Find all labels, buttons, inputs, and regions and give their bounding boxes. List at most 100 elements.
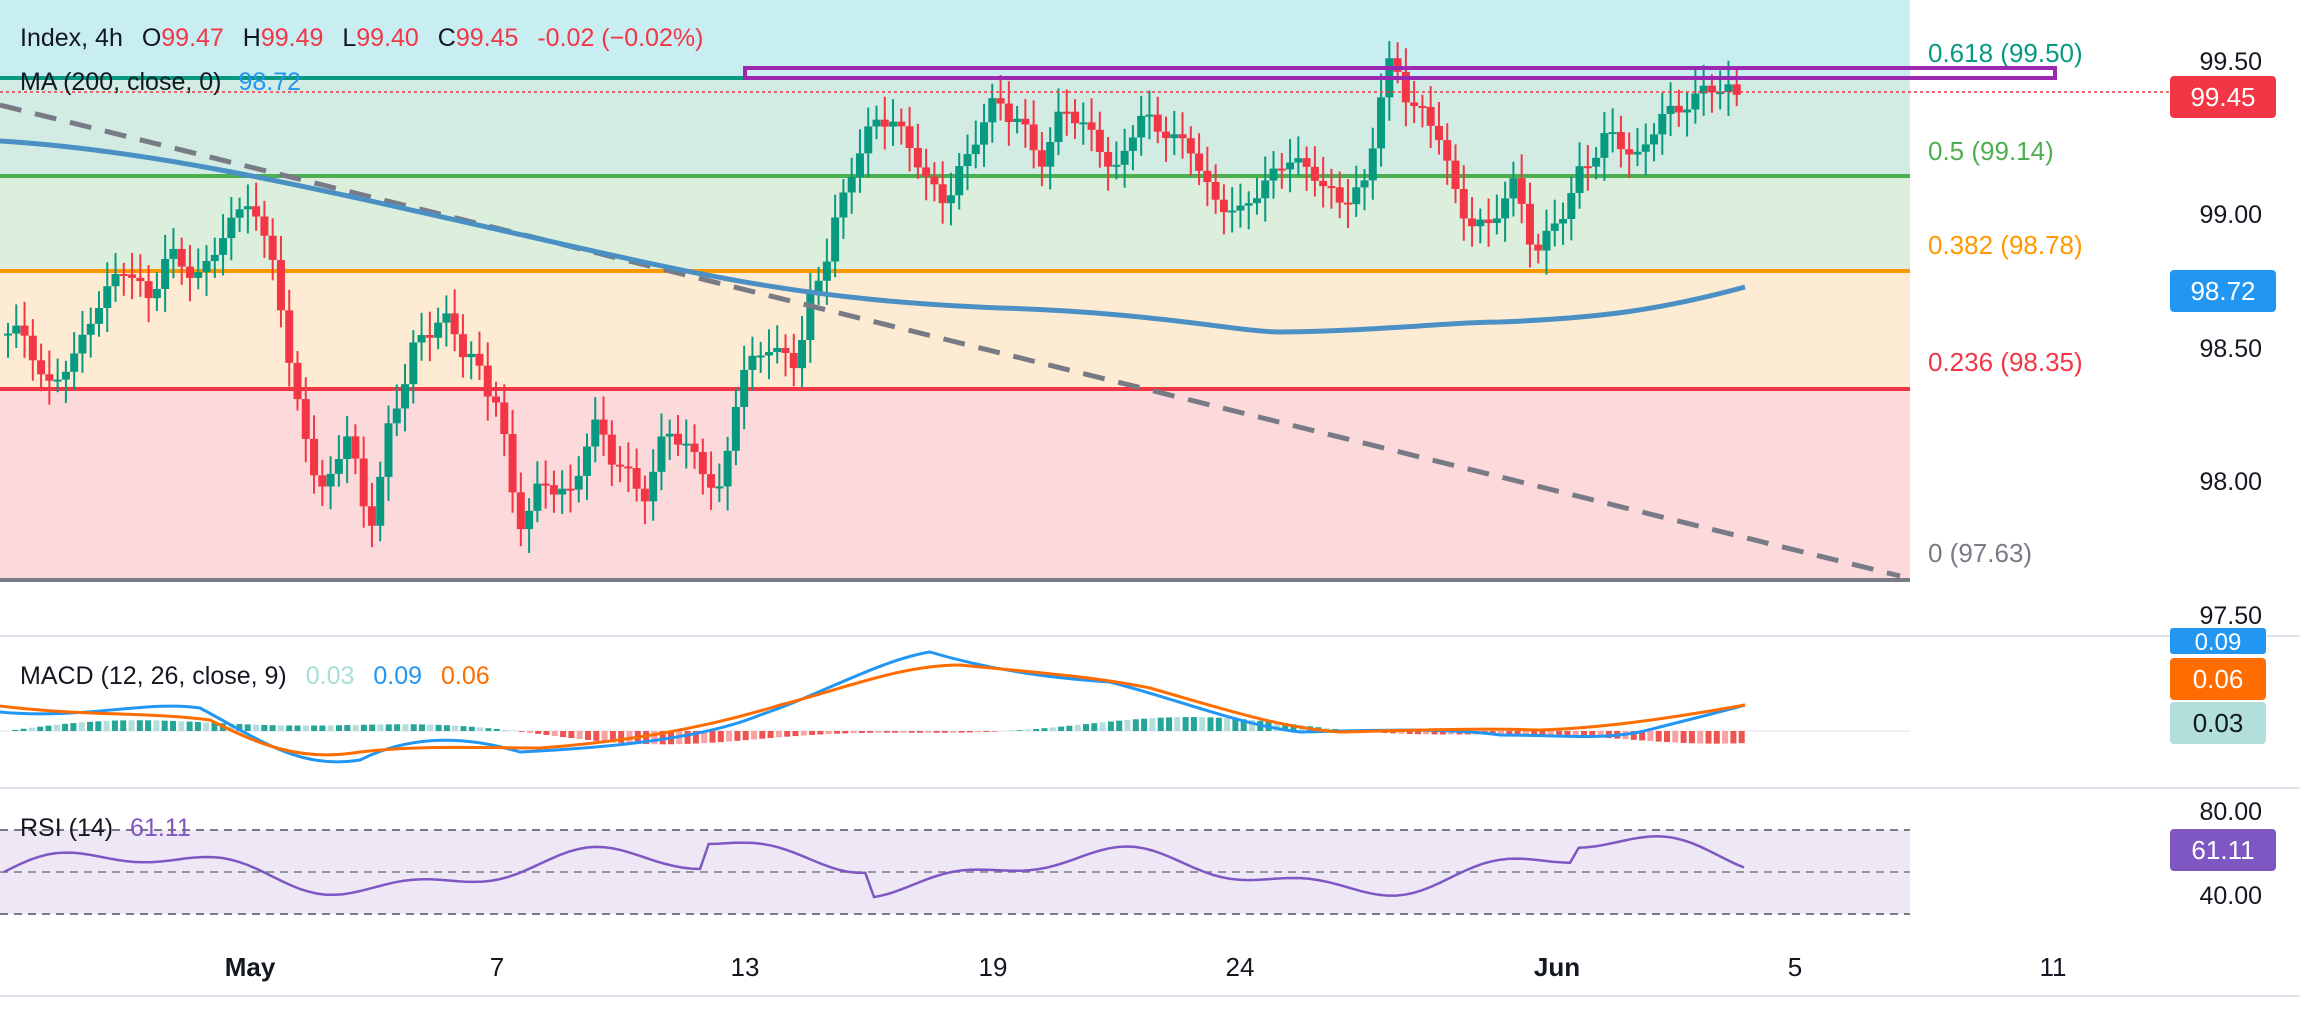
macd-hist-bar (1290, 724, 1297, 731)
macd-hist-bar (360, 724, 367, 731)
candle-body (1368, 148, 1377, 181)
macd-hist-bar (336, 725, 342, 731)
macd-hist-bar (311, 725, 318, 731)
candle-body (1037, 150, 1046, 167)
macd-hist-bar (850, 731, 857, 734)
rsi-tick-40: 40.00 (2199, 882, 2262, 910)
candle-body (1377, 97, 1386, 149)
candle-body (583, 446, 591, 476)
fib-label: 0.382 (98.78) (1928, 230, 2083, 260)
macd-hist-bar (1730, 731, 1737, 744)
signal-badge: 0.06 (2170, 658, 2266, 700)
candle-body (1302, 158, 1311, 167)
macd-hist-bar (70, 723, 77, 731)
candle-body (401, 384, 410, 409)
candle-body (624, 466, 633, 469)
candle-body (1616, 132, 1625, 150)
x-axis-label: Jun (1534, 952, 1580, 982)
macd-hist-bar (875, 731, 882, 733)
macd-hist-bar (1581, 731, 1587, 737)
macd-hist-bar (1024, 729, 1031, 731)
rsi-line (3, 835, 1745, 899)
macd-hist-bar (1589, 731, 1596, 737)
candle-body (756, 355, 765, 358)
macd-hist-bar (435, 724, 442, 731)
candle-body (996, 98, 1005, 104)
candle-body (343, 436, 352, 460)
macd-hist-bar (1207, 717, 1214, 731)
candle-body (1468, 218, 1477, 227)
macd-hist-bar (726, 731, 733, 742)
macd-hist-bar (925, 731, 932, 733)
candle-body (1079, 122, 1088, 125)
macd-hist-bar (817, 731, 824, 735)
candle-body (1575, 166, 1584, 194)
candle-body (1443, 140, 1452, 161)
candle-body (558, 488, 567, 495)
macd-hist-bar (493, 729, 500, 731)
candle-body (326, 473, 335, 487)
macd-hist-bar (842, 731, 849, 734)
candle-body (922, 167, 931, 177)
candle-body (1600, 133, 1609, 158)
svg-text:Index, 4h O99.47 H99.4: Index, 4h O99.47 H99.49 L99.40 C99.45 -0… (20, 24, 703, 52)
resistance-box (743, 66, 2057, 80)
macd-hist-bar (186, 721, 193, 731)
macd-hist-bar (1597, 731, 1604, 738)
macd-hist-bar (1199, 717, 1206, 731)
candle-body (367, 506, 376, 526)
macd-hist-bar (1016, 730, 1023, 731)
macd-hist-bar (933, 731, 940, 733)
fib-label: 0.618 (99.50) (1928, 38, 2083, 68)
candle-body (53, 379, 62, 382)
macd-hist-bar (62, 723, 69, 731)
price-tick-99: 99.00 (2199, 201, 2262, 229)
candle-body (599, 419, 608, 435)
macd-hist-bar (809, 731, 816, 735)
fib-label: 0 (97.63) (1928, 538, 2032, 568)
candle-body (657, 436, 666, 472)
macd-hist-bar (1107, 721, 1114, 731)
candle-body (1252, 198, 1261, 204)
macd-hist-bar (477, 727, 484, 731)
candle-body (442, 313, 451, 323)
candle-body (1029, 124, 1038, 151)
candle-body (1236, 205, 1245, 211)
candle-body (177, 248, 186, 267)
candle-body (1352, 187, 1361, 205)
macd-hist-bar (294, 725, 301, 731)
candle-body (185, 266, 194, 278)
candle-body (640, 488, 649, 502)
macd-hist-bar (1431, 731, 1438, 735)
macd-hist-bar (858, 731, 865, 733)
macd-hist-bar (1655, 731, 1662, 742)
candle-body (334, 459, 343, 474)
candle-body (839, 192, 848, 218)
candle-body (1683, 109, 1692, 113)
candle-body (12, 325, 21, 334)
candle-body (1327, 186, 1336, 189)
macd-hist-bar (277, 725, 284, 731)
candle-body (855, 153, 864, 178)
ma-200-line (0, 138, 1746, 335)
fib-label: 0.236 (98.35) (1928, 347, 2083, 377)
candle-body (1732, 84, 1741, 95)
macd-hist-bar (377, 724, 384, 731)
macd-hist-bar (1049, 727, 1056, 731)
svg-text:MA (200, close, 0) 98.72: MA (200, close, 0) 98.72 (20, 68, 301, 96)
candle-body (1534, 244, 1543, 251)
candle-body (1004, 103, 1013, 123)
candle-body (707, 474, 716, 488)
macd-hist-bar (651, 731, 658, 745)
candle-body (268, 235, 277, 260)
candle-body (475, 353, 484, 366)
candle-body (1343, 202, 1352, 205)
candle-body (516, 492, 525, 530)
macd-hist-bar (269, 725, 276, 731)
candle-body (971, 144, 980, 155)
candle-body (78, 334, 87, 354)
macd-hist-bar (1415, 731, 1421, 735)
candle-body (773, 347, 782, 353)
macd-hist-bar (941, 731, 948, 733)
